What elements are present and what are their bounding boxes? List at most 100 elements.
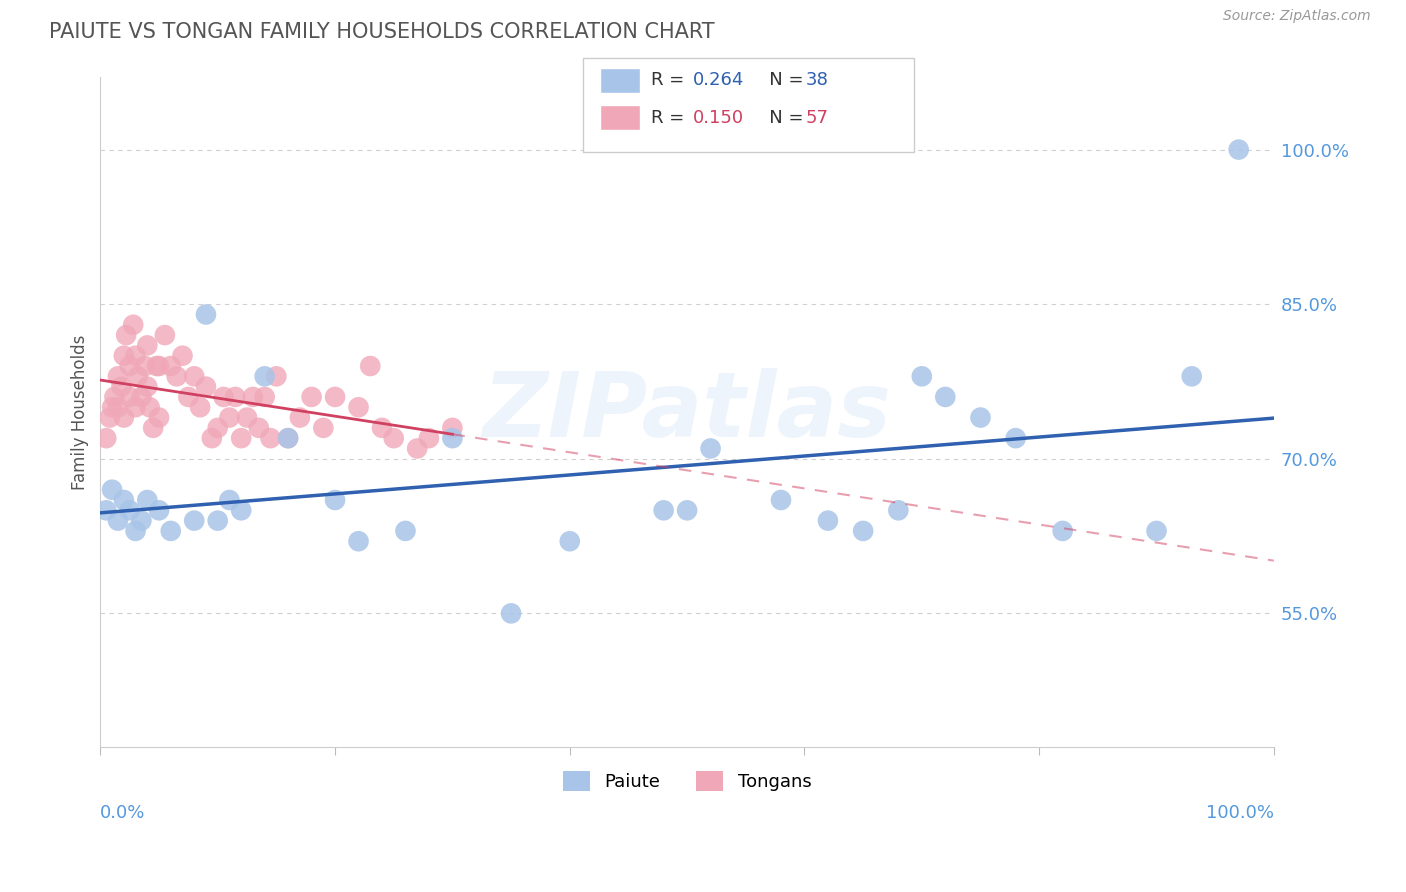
Text: PAIUTE VS TONGAN FAMILY HOUSEHOLDS CORRELATION CHART: PAIUTE VS TONGAN FAMILY HOUSEHOLDS CORRE…	[49, 22, 714, 42]
Point	[277, 431, 299, 445]
Text: 57: 57	[806, 109, 828, 127]
Point	[887, 503, 910, 517]
Text: 100.0%: 100.0%	[1206, 804, 1274, 822]
Point	[1146, 524, 1168, 538]
Point	[172, 349, 194, 363]
Point	[145, 359, 167, 373]
Point	[911, 369, 934, 384]
Point	[103, 390, 125, 404]
Text: N =: N =	[752, 109, 810, 127]
Point	[359, 359, 381, 373]
Point	[124, 401, 146, 415]
Point	[166, 369, 188, 384]
Text: 38: 38	[806, 71, 828, 89]
Point	[253, 369, 276, 384]
Point	[382, 431, 405, 445]
Point	[183, 514, 205, 528]
Legend: Paiute, Tongans: Paiute, Tongans	[555, 764, 818, 798]
Point	[201, 431, 224, 445]
Point	[1052, 524, 1074, 538]
Point	[236, 410, 259, 425]
Text: Source: ZipAtlas.com: Source: ZipAtlas.com	[1223, 9, 1371, 23]
Point	[142, 421, 165, 435]
Point	[136, 379, 159, 393]
Point	[224, 390, 246, 404]
Point	[107, 369, 129, 384]
Point	[194, 308, 217, 322]
Point	[1004, 431, 1026, 445]
Point	[118, 503, 141, 517]
Point	[231, 431, 253, 445]
Point	[194, 379, 217, 393]
Point	[323, 493, 346, 508]
Point	[112, 493, 135, 508]
Point	[212, 390, 235, 404]
Point	[371, 421, 394, 435]
Point	[122, 318, 145, 332]
Point	[1181, 369, 1204, 384]
Point	[558, 534, 581, 549]
Text: 0.0%: 0.0%	[100, 804, 146, 822]
Point	[101, 401, 124, 415]
Y-axis label: Family Households: Family Households	[72, 334, 89, 490]
Point	[817, 514, 839, 528]
Point	[138, 401, 160, 415]
Point	[110, 379, 132, 393]
Point	[153, 328, 176, 343]
Point	[148, 359, 170, 373]
Text: 0.264: 0.264	[693, 71, 745, 89]
Point	[242, 390, 264, 404]
Point	[96, 431, 118, 445]
Point	[112, 349, 135, 363]
Point	[118, 359, 141, 373]
Point	[118, 390, 141, 404]
Point	[231, 503, 253, 517]
Point	[207, 421, 229, 435]
Point	[148, 410, 170, 425]
Text: N =: N =	[752, 71, 810, 89]
Point	[347, 401, 370, 415]
Point	[131, 390, 153, 404]
Point	[247, 421, 270, 435]
Point	[301, 390, 323, 404]
Point	[218, 410, 240, 425]
Point	[347, 534, 370, 549]
Point	[177, 390, 200, 404]
Point	[652, 503, 675, 517]
Point	[441, 421, 464, 435]
Point	[107, 401, 129, 415]
Text: ZIPatlas: ZIPatlas	[482, 368, 891, 457]
Point	[266, 369, 288, 384]
Point	[159, 359, 181, 373]
Point	[312, 421, 335, 435]
Point	[406, 442, 429, 456]
Point	[131, 514, 153, 528]
Point	[699, 442, 721, 456]
Point	[188, 401, 211, 415]
Point	[394, 524, 416, 538]
Point	[676, 503, 699, 517]
Point	[115, 328, 138, 343]
Point	[323, 390, 346, 404]
Point	[127, 369, 149, 384]
Point	[277, 431, 299, 445]
Point	[288, 410, 311, 425]
Point	[969, 410, 991, 425]
Point	[218, 493, 240, 508]
Point	[124, 349, 146, 363]
Text: 0.150: 0.150	[693, 109, 744, 127]
Point	[501, 607, 523, 621]
Point	[96, 503, 118, 517]
Point	[441, 431, 464, 445]
Point	[134, 359, 156, 373]
Point	[159, 524, 181, 538]
Point	[112, 410, 135, 425]
Point	[124, 524, 146, 538]
Point	[259, 431, 281, 445]
Point	[107, 514, 129, 528]
Point	[98, 410, 121, 425]
Point	[253, 390, 276, 404]
Point	[769, 493, 792, 508]
Point	[934, 390, 956, 404]
Point	[136, 493, 159, 508]
